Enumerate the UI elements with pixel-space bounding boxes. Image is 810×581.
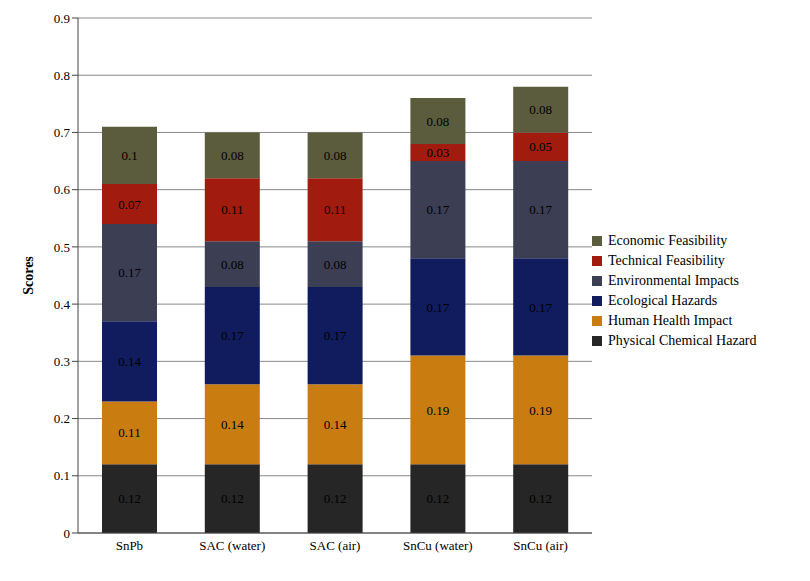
svg-text:0.1: 0.1 [54, 468, 70, 483]
svg-text:Scores: Scores [21, 256, 36, 295]
svg-text:0.08: 0.08 [529, 102, 552, 117]
svg-text:0.3: 0.3 [54, 354, 70, 369]
svg-text:0.6: 0.6 [54, 182, 71, 197]
svg-text:0: 0 [64, 526, 71, 541]
svg-text:0.07: 0.07 [118, 197, 141, 212]
html-text:Human Health Impact: Human Health Impact [608, 312, 733, 328]
svg-text:0.14: 0.14 [118, 354, 141, 369]
svg-text:0.08: 0.08 [221, 148, 244, 163]
svg-text:SnCu (air): SnCu (air) [513, 538, 568, 553]
svg-text:0.11: 0.11 [118, 425, 140, 440]
svg-text:0.08: 0.08 [427, 114, 450, 129]
svg-text:0.5: 0.5 [54, 240, 70, 255]
svg-text:0.2: 0.2 [54, 411, 70, 426]
svg-text:0.08: 0.08 [221, 257, 244, 272]
svg-text:0.12: 0.12 [118, 491, 141, 506]
svg-text:0.12: 0.12 [529, 491, 552, 506]
svg-text:0.17: 0.17 [221, 328, 244, 343]
svg-text:0.17: 0.17 [529, 300, 552, 315]
svg-text:0.05: 0.05 [529, 139, 552, 154]
html-text:Economic Feasibility: Economic Feasibility [608, 232, 728, 248]
html-text:Physical Chemical Hazard: Physical Chemical Hazard [608, 332, 757, 348]
svg-text:SnPb: SnPb [116, 538, 143, 553]
svg-text:0.12: 0.12 [427, 491, 450, 506]
svg-text:0.17: 0.17 [118, 265, 141, 280]
svg-text:0.17: 0.17 [427, 202, 450, 217]
svg-text:0.8: 0.8 [54, 68, 70, 83]
svg-text:0.1: 0.1 [121, 148, 137, 163]
svg-text:0.17: 0.17 [529, 202, 552, 217]
svg-text:0.19: 0.19 [529, 403, 552, 418]
svg-text:0.17: 0.17 [427, 300, 450, 315]
svg-text:SAC (water): SAC (water) [199, 538, 265, 553]
svg-text:0.11: 0.11 [324, 202, 346, 217]
svg-text:SnCu (water): SnCu (water) [403, 538, 473, 553]
html-text:Environmental Impacts: Environmental Impacts [608, 272, 739, 288]
svg-text:0.08: 0.08 [324, 148, 347, 163]
svg-text:0.12: 0.12 [324, 491, 347, 506]
svg-text:0.9: 0.9 [54, 11, 70, 26]
svg-text:0.11: 0.11 [221, 202, 243, 217]
html-text:Technical Feasibility: Technical Feasibility [608, 252, 725, 268]
svg-text:0.14: 0.14 [324, 417, 347, 432]
svg-text:0.19: 0.19 [427, 403, 450, 418]
svg-text:0.14: 0.14 [221, 417, 244, 432]
svg-text:SAC (air): SAC (air) [310, 538, 361, 553]
svg-text:0.03: 0.03 [427, 145, 450, 160]
html-text:Ecological Hazards: Ecological Hazards [608, 292, 718, 308]
svg-text:0.08: 0.08 [324, 257, 347, 272]
svg-text:0.4: 0.4 [54, 297, 71, 312]
svg-text:0.17: 0.17 [324, 328, 347, 343]
svg-text:0.7: 0.7 [54, 125, 71, 140]
svg-text:0.12: 0.12 [221, 491, 244, 506]
